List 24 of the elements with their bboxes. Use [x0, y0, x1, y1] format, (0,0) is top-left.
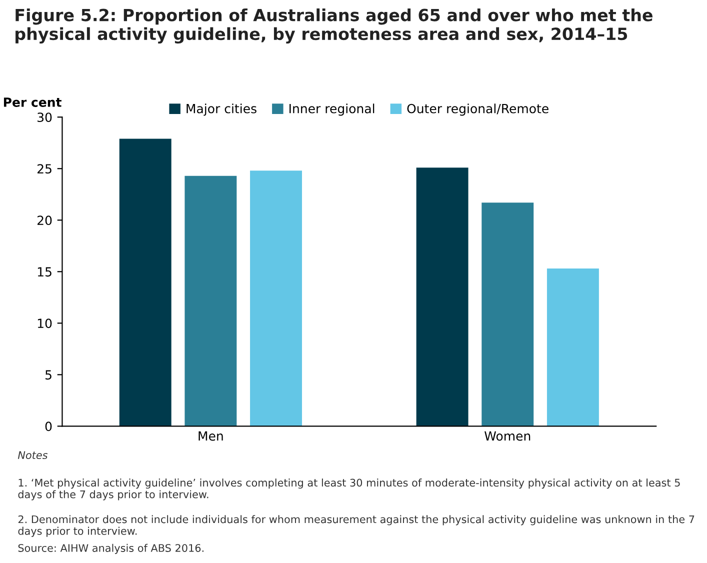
y-tick-label: 30 [38, 112, 52, 122]
y-tick-label: 15 [38, 267, 52, 277]
bar [482, 202, 534, 426]
y-tick-label: 25 [38, 164, 52, 174]
source-note: Source: AIHW analysis of ABS 2016. [18, 544, 204, 554]
bar [250, 170, 302, 426]
bar [416, 168, 468, 426]
bar [184, 176, 237, 426]
text: Notes [18, 451, 48, 460]
y-tick-label: 20 [38, 216, 52, 226]
bar [546, 268, 599, 426]
text: 2. Denominator does not include individuals for whom measurement against the physical activity guideline was unknown in the 7 days prior to interview. [18, 515, 694, 537]
y-axis-title: Per cent [4, 98, 62, 107]
y-tick-label: 5 [46, 370, 52, 380]
x-tick-label: Men [198, 431, 223, 441]
legend-label: Inner regional [290, 104, 374, 116]
legend-label: Major cities [186, 104, 256, 116]
y-tick-label: 0 [45, 422, 52, 432]
y-tick-label: 10 [38, 318, 52, 328]
legend-label: Outer regional/Remote [407, 104, 548, 116]
x-tick-label: Women [484, 431, 530, 441]
chart-title: Figure 5.2: Proportion of Australians aged 65 and over who met the physical activity guideline, by remoteness area and sex, 2014–15 [16, 8, 652, 44]
text: 1. ‘Met physical activity guideline’ involves completing at least 30 minutes of moderate-intensity physical activity on at least 5 days of the 7 days prior to interview. [18, 478, 680, 500]
bar [119, 138, 172, 426]
